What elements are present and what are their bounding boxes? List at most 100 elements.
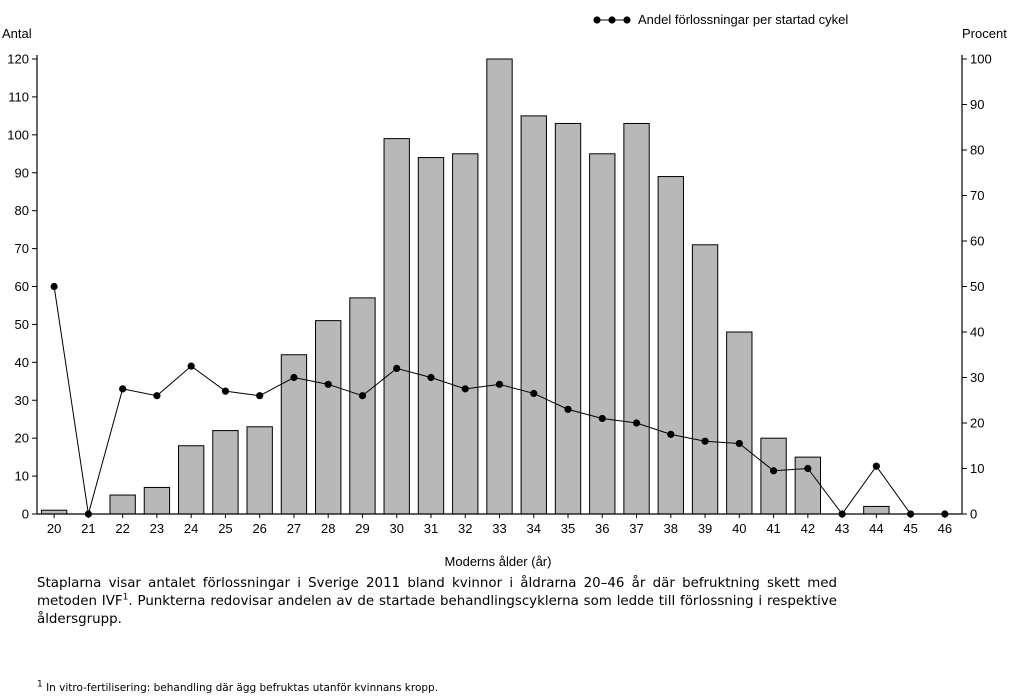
bar: [212, 430, 239, 515]
bar: [623, 122, 650, 515]
bar: [109, 494, 136, 515]
line-point: [598, 414, 606, 423]
y-right-tick-label: 70: [970, 188, 984, 203]
line-point: [804, 464, 812, 473]
x-tick-label: 43: [835, 521, 849, 536]
y-left-tick-label: 80: [15, 203, 29, 218]
line-point: [667, 430, 675, 438]
footnote-number: 1: [37, 679, 43, 690]
line-point: [50, 282, 58, 291]
x-tick-label: 44: [869, 521, 883, 536]
bar: [657, 176, 684, 515]
line-point: [564, 405, 572, 413]
y-right-tick-label: 20: [970, 416, 984, 431]
line-point: [427, 373, 435, 382]
x-tick-label: 39: [698, 521, 712, 536]
line-point: [290, 373, 298, 382]
x-tick-label: 32: [458, 521, 472, 536]
y-left-tick-label: 10: [15, 469, 29, 484]
bar: [280, 354, 308, 515]
line-point: [153, 392, 161, 400]
line-point: [632, 419, 641, 427]
caption-text-end: . Punkterna redovisar andelen av de star…: [37, 594, 837, 627]
bar: [486, 58, 513, 515]
footnote: 1 In vitro-fertilisering: behandling där…: [37, 679, 439, 694]
caption-footnote-ref: 1: [122, 592, 129, 603]
bar: [143, 486, 171, 515]
bar: [246, 426, 273, 515]
x-tick-label: 20: [47, 521, 61, 536]
x-tick-label: 29: [355, 521, 369, 536]
line-point: [838, 510, 846, 518]
line-point: [221, 387, 230, 395]
bar: [417, 157, 445, 515]
y-left-tick-label: 30: [15, 393, 29, 408]
caption-text-start: Staplarna visar antalet förlossningar i …: [37, 576, 837, 609]
legend-dot: [623, 16, 631, 24]
x-tick-label: 30: [389, 521, 403, 536]
bar: [315, 320, 342, 515]
x-tick-label: 23: [150, 521, 164, 536]
line-point: [735, 439, 743, 448]
line-point: [461, 385, 469, 393]
x-tick-label: 33: [492, 521, 506, 536]
y-right-tick-label: 50: [970, 279, 984, 294]
y-right-tick-label: 80: [970, 143, 984, 158]
bar: [589, 153, 616, 515]
ivf-chart: Andel förlossningar per startad cykel An…: [2, 12, 1007, 569]
y-left-tick-label: 100: [7, 127, 29, 142]
x-tick-label: 35: [561, 521, 575, 536]
x-tick-label: 28: [321, 521, 335, 536]
x-tick-label: 21: [81, 521, 95, 536]
y-right-tick-label: 10: [970, 461, 984, 476]
x-tick-label: 22: [115, 521, 129, 536]
y-right-tick-label: 60: [970, 234, 984, 249]
legend-dot: [608, 16, 616, 24]
bar: [554, 122, 582, 515]
figure-caption: Staplarna visar antalet förlossningar i …: [37, 575, 837, 629]
x-tick-label: 24: [184, 521, 198, 536]
x-tick-label: 40: [732, 521, 746, 536]
line-point: [941, 510, 949, 518]
legend: Andel förlossningar per startad cykel: [593, 12, 848, 27]
y-left-tick-label: 40: [15, 355, 29, 370]
bar: [760, 437, 787, 515]
x-tick-label: 42: [801, 521, 815, 536]
x-tick-label: 46: [938, 521, 952, 536]
y-right-tick-label: 100: [970, 52, 992, 67]
legend-dot: [593, 16, 601, 24]
line-point: [872, 462, 880, 470]
line-series: [50, 282, 949, 518]
legend-label: Andel förlossningar per startad cykel: [638, 12, 848, 27]
y-left-tick-label: 0: [22, 507, 29, 522]
bar: [452, 153, 479, 515]
line-point: [84, 510, 92, 518]
bar: [349, 297, 376, 515]
y-right-tick-label: 30: [970, 370, 984, 385]
line-point: [701, 437, 709, 445]
x-tick-label: 27: [287, 521, 301, 536]
footnote-text: In vitro-fertilisering: behandling där ä…: [42, 682, 439, 694]
line-point: [119, 385, 127, 393]
y-axis-left-label: Antal: [2, 26, 32, 41]
bar: [726, 331, 753, 515]
line-point: [769, 467, 778, 475]
line-point: [187, 362, 195, 370]
bar-series: [40, 58, 890, 515]
x-tick-label: 45: [903, 521, 917, 536]
y-right-tick-label: 90: [970, 97, 984, 112]
legend-line-marker: [593, 16, 631, 24]
y-left-tick-label: 120: [7, 52, 29, 67]
y-axis-right-label: Procent: [962, 26, 1007, 41]
x-tick-label: 25: [218, 521, 232, 536]
y-right-tick-label: 40: [970, 325, 984, 340]
bar: [177, 445, 205, 515]
line-point: [907, 510, 915, 518]
bar: [863, 505, 890, 515]
x-tick-label: 36: [595, 521, 609, 536]
x-tick-label: 34: [527, 521, 541, 536]
y-left-tick-label: 20: [15, 431, 29, 446]
x-tick-label: 37: [629, 521, 643, 536]
x-tick-label: 31: [424, 521, 438, 536]
y-left-tick-label: 60: [15, 279, 29, 294]
